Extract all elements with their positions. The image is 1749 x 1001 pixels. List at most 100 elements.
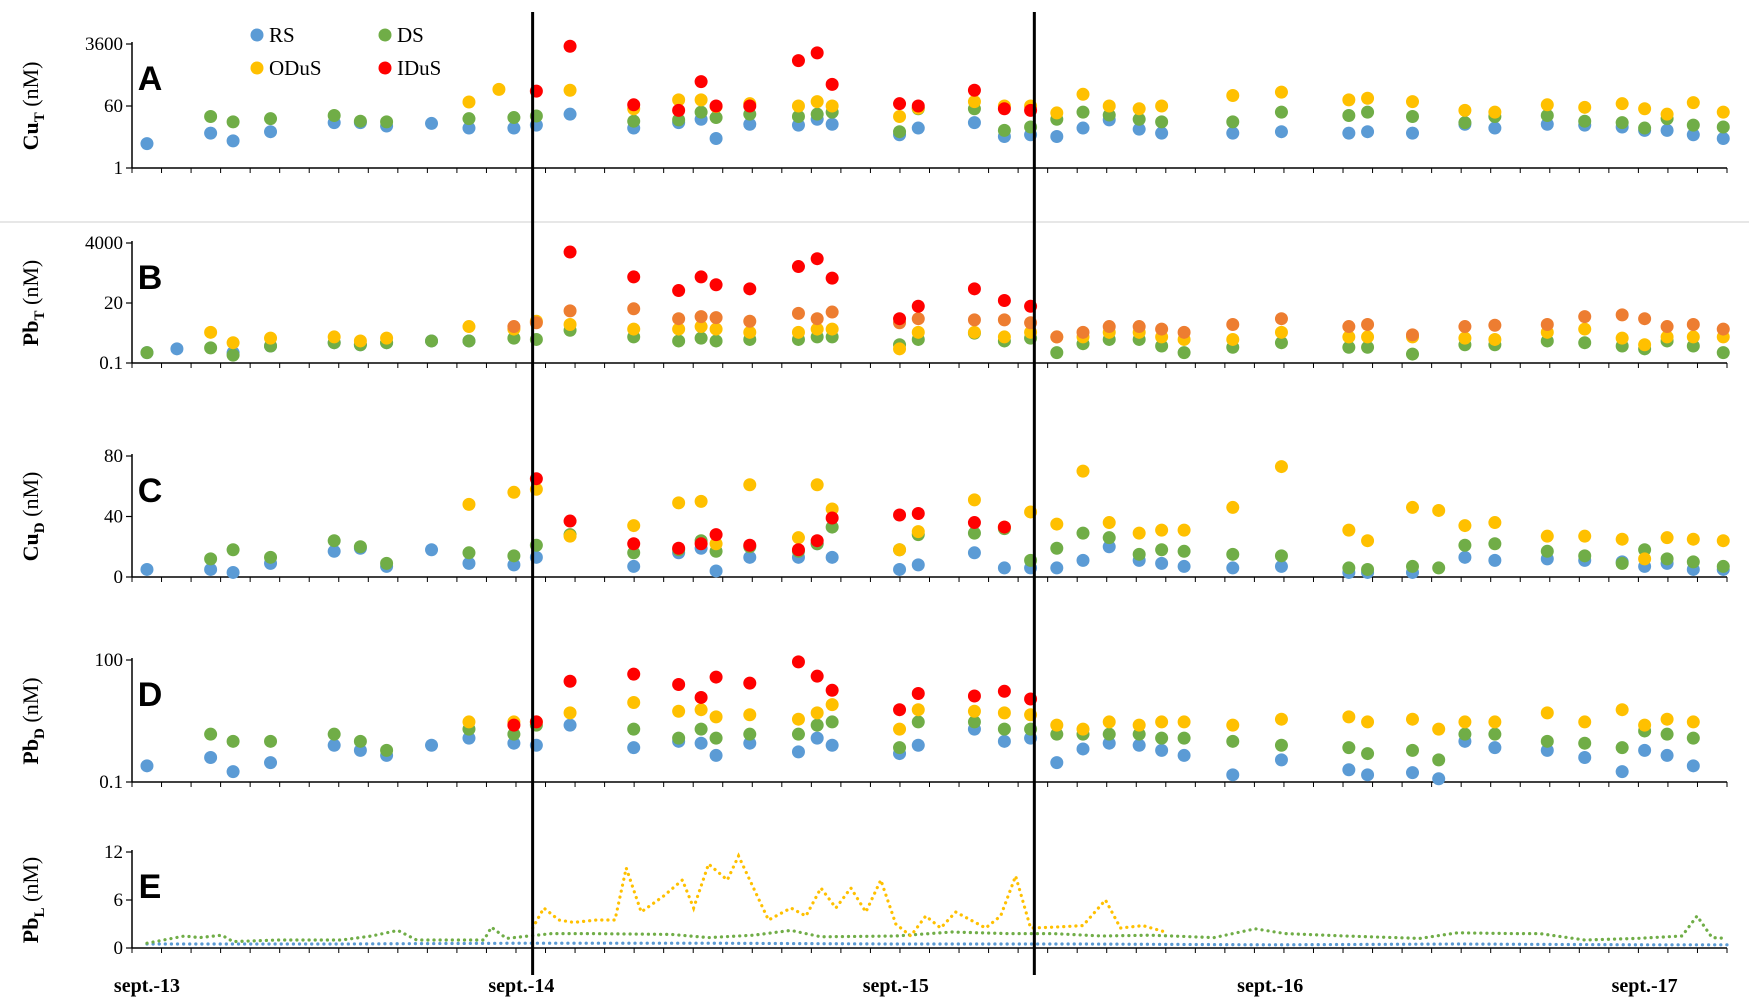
panel-letter: A: [138, 60, 163, 98]
data-point: [694, 537, 708, 551]
data-point: [1686, 96, 1700, 110]
data-point: [1155, 715, 1169, 729]
data-point: [1274, 312, 1288, 326]
data-point: [1716, 105, 1730, 119]
data-point: [709, 528, 723, 542]
data-point: [1716, 559, 1730, 573]
data-point: [1342, 741, 1356, 755]
data-point: [997, 520, 1011, 534]
data-point: [1638, 552, 1652, 566]
data-point: [791, 325, 805, 339]
data-point: [1050, 541, 1064, 555]
data-point: [791, 109, 805, 123]
data-point: [1578, 322, 1592, 336]
data-point: [563, 304, 577, 318]
y-axis-title: CuD (nM): [18, 472, 48, 562]
data-point: [911, 325, 925, 339]
data-point: [672, 312, 686, 326]
data-point: [1686, 715, 1700, 729]
data-point: [825, 550, 839, 564]
series-idus: [529, 472, 1011, 557]
data-point: [1342, 763, 1356, 777]
data-point: [893, 703, 907, 717]
data-point: [743, 676, 757, 690]
data-point: [627, 696, 641, 710]
series-line: [531, 852, 1167, 939]
data-point: [709, 132, 723, 146]
data-point: [507, 718, 521, 732]
data-point: [709, 710, 723, 724]
data-point: [1578, 114, 1592, 128]
legend-label: DS: [397, 23, 424, 47]
data-point: [997, 734, 1011, 748]
data-point: [743, 314, 757, 328]
data-point: [1274, 559, 1288, 573]
data-point: [327, 738, 341, 752]
data-point: [1578, 751, 1592, 765]
data-point: [672, 541, 686, 555]
panel-letter: B: [138, 259, 163, 297]
data-point: [1076, 742, 1090, 756]
y-axis-title: CuT (nM): [18, 62, 48, 151]
data-point: [563, 706, 577, 720]
series-odus: [462, 82, 1730, 123]
data-point: [893, 109, 907, 123]
data-point: [170, 342, 184, 356]
series-idus: [563, 245, 1038, 326]
data-point: [507, 549, 521, 563]
data-point: [462, 95, 476, 109]
data-point: [353, 114, 367, 128]
data-point: [1458, 550, 1472, 564]
data-point: [743, 282, 757, 296]
data-point: [204, 325, 218, 339]
data-point: [1361, 125, 1375, 139]
data-point: [627, 722, 641, 736]
data-point: [507, 111, 521, 125]
data-point: [911, 525, 925, 539]
data-point: [1342, 710, 1356, 724]
data-point: [743, 727, 757, 741]
data-point: [627, 98, 641, 112]
data-point: [1686, 339, 1700, 353]
data-point: [563, 674, 577, 688]
data-point: [563, 718, 577, 732]
data-point: [825, 99, 839, 113]
legend-marker: [378, 61, 392, 75]
data-point: [967, 325, 981, 339]
data-point: [709, 334, 723, 348]
data-point: [825, 117, 839, 131]
data-point: [1132, 547, 1146, 561]
data-point: [1615, 741, 1629, 755]
data-point: [1432, 561, 1446, 575]
data-point: [1638, 743, 1652, 757]
data-point: [563, 514, 577, 528]
data-point: [791, 727, 805, 741]
data-point: [1638, 121, 1652, 135]
data-point: [1102, 715, 1116, 729]
data-point: [1660, 123, 1674, 137]
data-point: [380, 556, 394, 570]
data-point: [1342, 93, 1356, 107]
data-point: [1578, 715, 1592, 729]
data-point: [825, 738, 839, 752]
data-point: [563, 529, 577, 543]
data-point: [743, 736, 757, 750]
data-point: [507, 121, 521, 135]
data-point: [327, 534, 341, 548]
data-point: [672, 704, 686, 718]
legend-label: IDuS: [397, 56, 441, 80]
x-tick-label: sept.-15: [863, 975, 929, 997]
data-point: [226, 565, 240, 579]
data-point: [911, 299, 925, 313]
panel-letter: D: [138, 676, 163, 714]
data-point: [743, 538, 757, 552]
data-point: [1686, 317, 1700, 331]
data-point: [997, 123, 1011, 137]
data-point: [627, 559, 641, 573]
data-point: [425, 334, 439, 348]
data-point: [1177, 523, 1191, 537]
data-point: [672, 284, 686, 298]
data-point: [672, 103, 686, 117]
data-point: [226, 734, 240, 748]
data-point: [672, 113, 686, 127]
